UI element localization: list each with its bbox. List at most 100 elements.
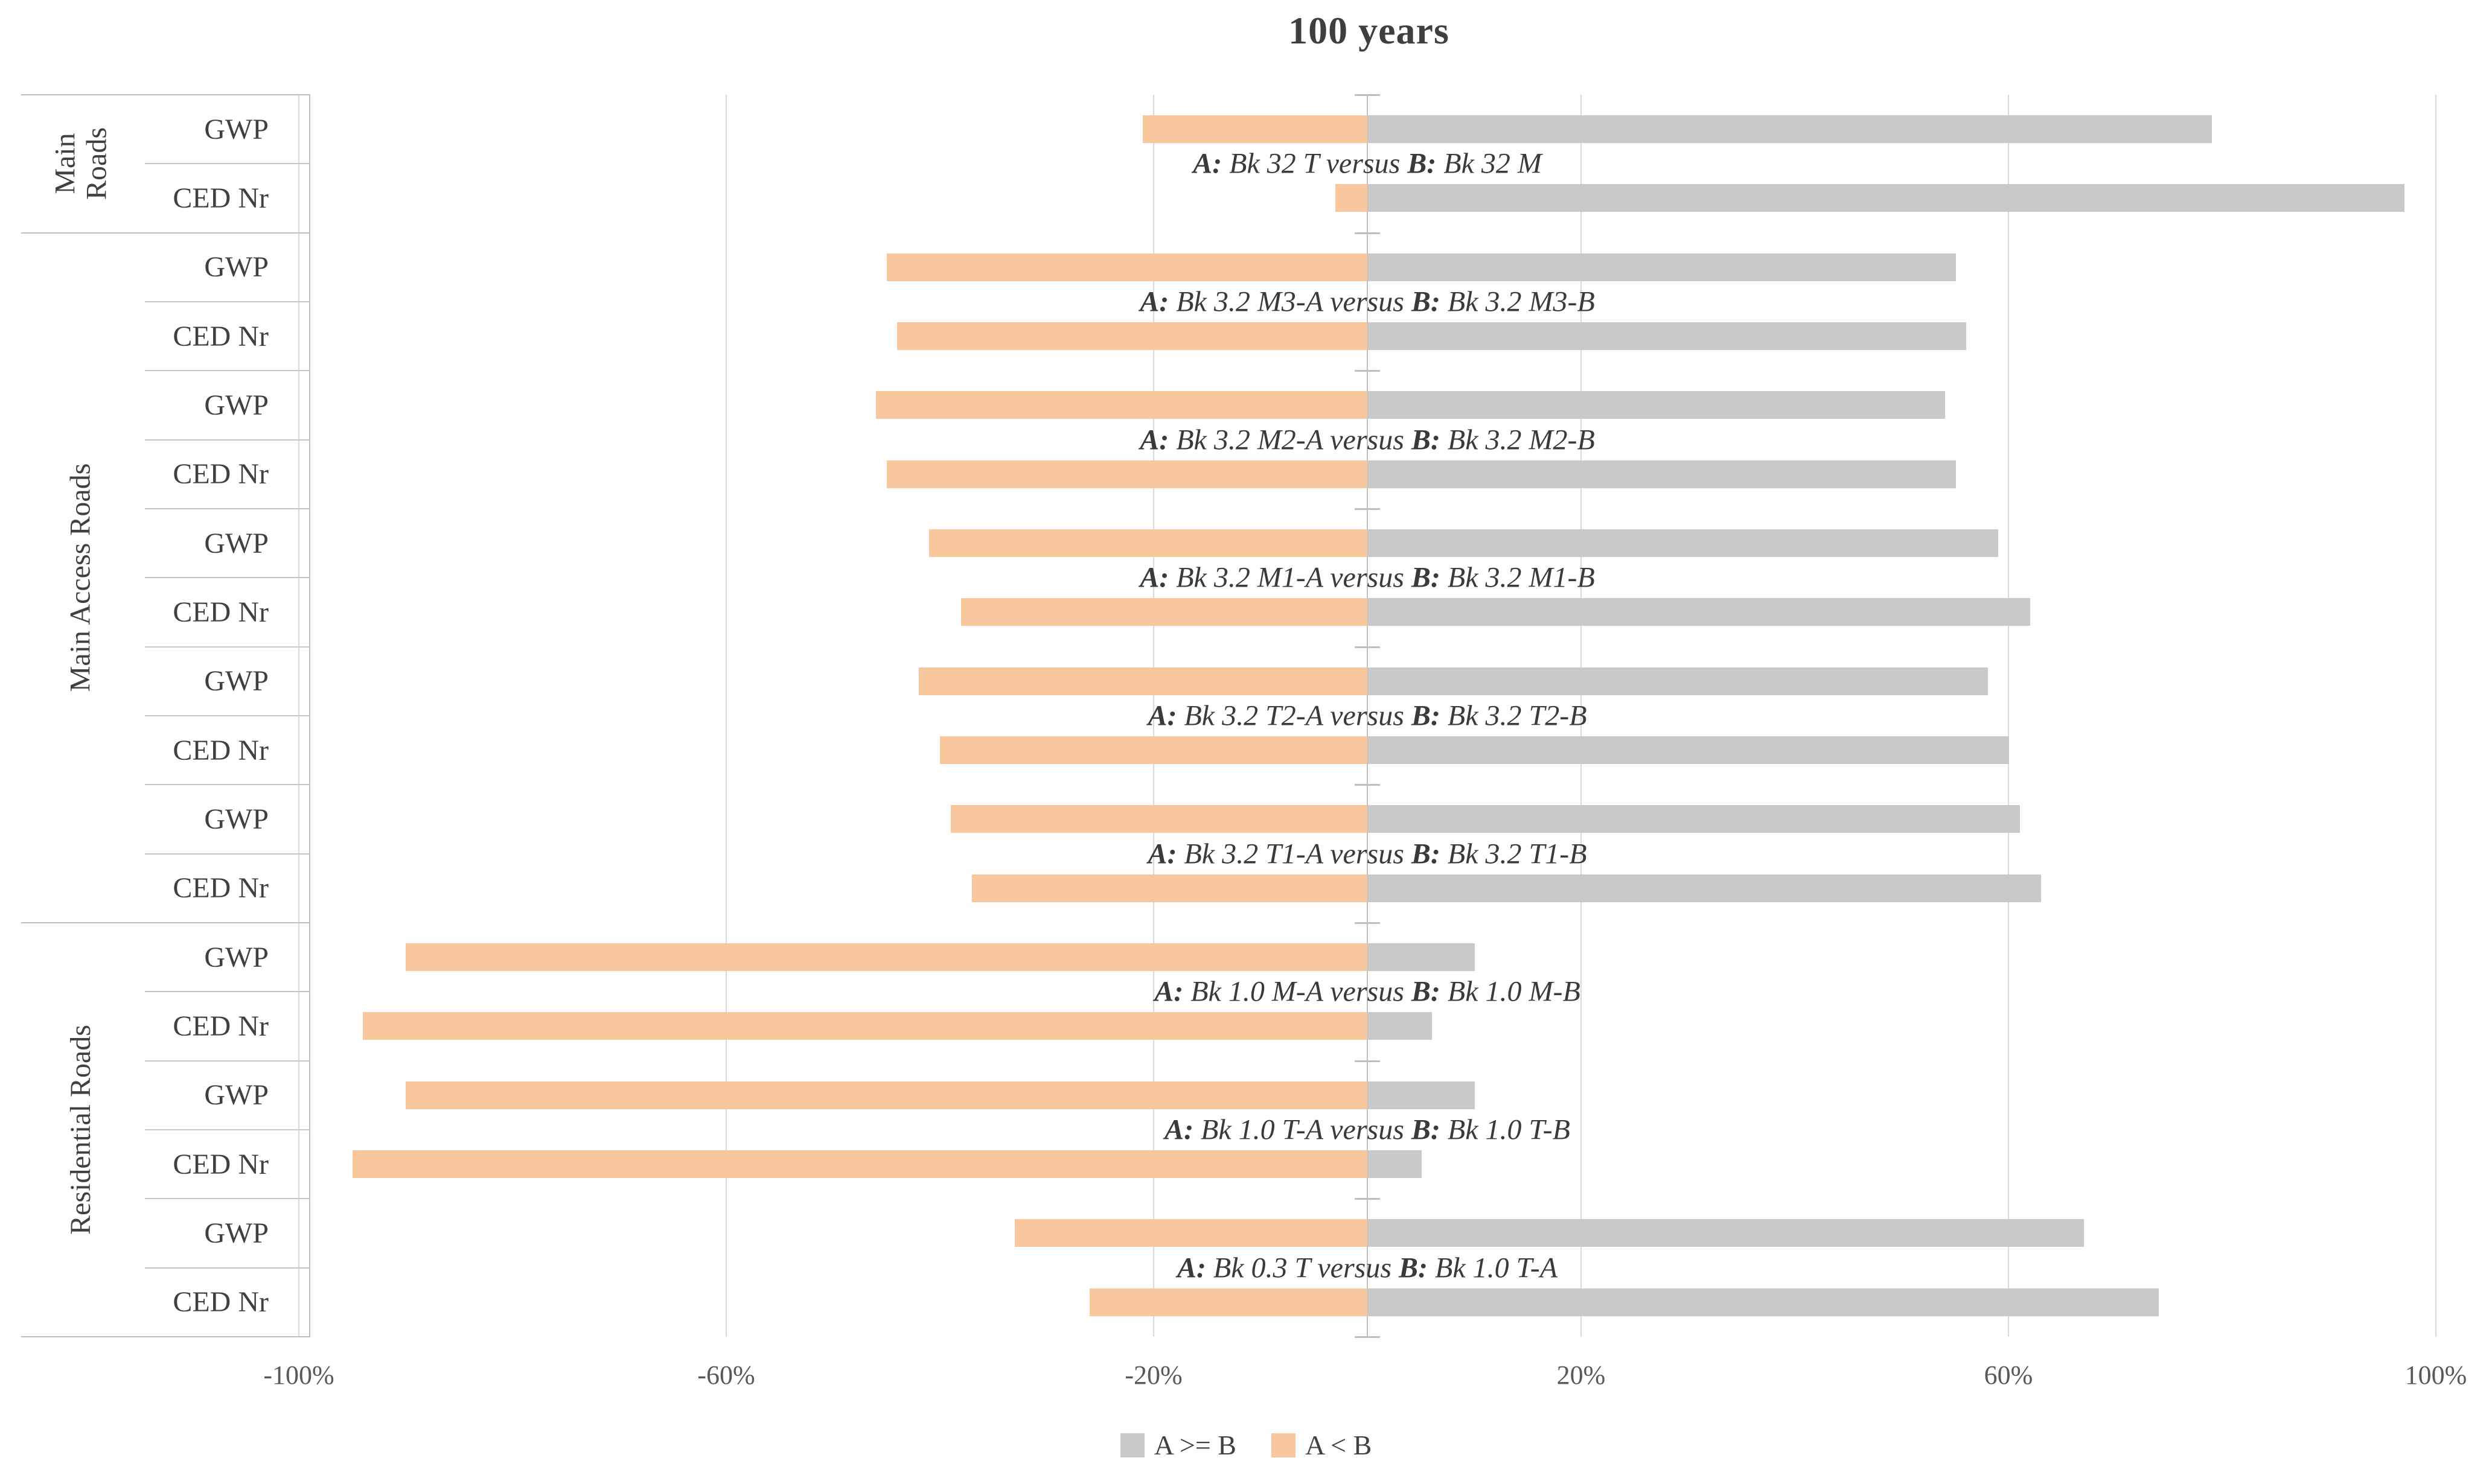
row-label: GWP bbox=[204, 803, 269, 835]
row-separator bbox=[145, 991, 310, 993]
bar-a-lt-b bbox=[1335, 184, 1367, 212]
bar-a-lt-b bbox=[886, 460, 1367, 488]
bar-a-ge-b bbox=[1368, 1012, 1433, 1040]
gridline bbox=[726, 95, 727, 1337]
zero-axis-tick bbox=[1355, 1198, 1380, 1200]
bar-a-ge-b bbox=[1368, 943, 1475, 972]
bar-a-lt-b bbox=[1014, 1219, 1367, 1247]
gridline bbox=[2435, 95, 2436, 1337]
pair-annotation: A: Bk 3.2 M2-A versus B: Bk 3.2 M2-B bbox=[1140, 424, 1595, 456]
gridline bbox=[1153, 95, 1154, 1337]
row-label: GWP bbox=[204, 527, 269, 559]
x-tick-label: -20% bbox=[1125, 1360, 1183, 1390]
row-separator bbox=[145, 439, 310, 441]
bar-a-lt-b bbox=[929, 529, 1367, 558]
legend-label-a-ge-b: A >= B bbox=[1154, 1430, 1236, 1460]
bar-a-ge-b bbox=[1368, 253, 1956, 281]
row-label: CED Nr bbox=[173, 1148, 269, 1180]
x-tick-label: -60% bbox=[697, 1360, 755, 1390]
row-separator bbox=[145, 784, 310, 786]
pair-annotation: A: Bk 3.2 M3-A versus B: Bk 3.2 M3-B bbox=[1140, 285, 1595, 318]
row-label: CED Nr bbox=[173, 458, 269, 491]
row-label: CED Nr bbox=[173, 596, 269, 628]
row-separator bbox=[145, 1198, 310, 1200]
row-label: GWP bbox=[204, 1079, 269, 1112]
pair-annotation: A: Bk 0.3 T versus B: Bk 1.0 T-A bbox=[1177, 1252, 1558, 1284]
bar-a-lt-b bbox=[363, 1012, 1367, 1040]
x-tick-label: 100% bbox=[2404, 1360, 2467, 1390]
legend-swatch-a-lt-b bbox=[1271, 1433, 1296, 1457]
pair-annotation: A: Bk 1.0 M-A versus B: Bk 1.0 M-B bbox=[1154, 975, 1580, 1008]
row-separator bbox=[145, 853, 310, 855]
bar-a-ge-b bbox=[1368, 1081, 1475, 1109]
row-label: CED Nr bbox=[173, 872, 269, 905]
zero-axis-tick bbox=[1355, 922, 1380, 924]
row-label: GWP bbox=[204, 389, 269, 421]
bar-a-ge-b bbox=[1368, 1219, 2084, 1247]
bar-a-lt-b bbox=[972, 874, 1367, 902]
legend-item-a-lt-b: A < B bbox=[1271, 1429, 1372, 1461]
bar-a-ge-b bbox=[1368, 874, 2042, 902]
row-label: GWP bbox=[204, 941, 269, 973]
zero-axis-tick bbox=[1355, 1060, 1380, 1062]
row-separator bbox=[145, 508, 310, 509]
x-tick-label: 60% bbox=[1984, 1360, 2033, 1390]
row-separator bbox=[145, 301, 310, 302]
row-separator bbox=[145, 1060, 310, 1062]
group-boundary-line bbox=[21, 232, 310, 234]
bar-a-lt-b bbox=[352, 1150, 1367, 1179]
gridline bbox=[2008, 95, 2009, 1337]
row-label: GWP bbox=[204, 251, 269, 284]
bar-a-ge-b bbox=[1368, 1150, 1422, 1179]
zero-axis-tick bbox=[1355, 646, 1380, 648]
bar-a-lt-b bbox=[1089, 1288, 1367, 1316]
bar-a-ge-b bbox=[1368, 1288, 2159, 1316]
legend-label-a-lt-b: A < B bbox=[1305, 1430, 1372, 1460]
group-label: Main Roads bbox=[49, 127, 112, 200]
row-label: GWP bbox=[204, 1217, 269, 1249]
pair-annotation: A: Bk 3.2 T1-A versus B: Bk 3.2 T1-B bbox=[1148, 838, 1587, 870]
bar-a-ge-b bbox=[1368, 805, 2020, 833]
pair-annotation: A: Bk 3.2 M1-A versus B: Bk 3.2 M1-B bbox=[1140, 561, 1595, 594]
gridline bbox=[1580, 95, 1582, 1337]
bar-a-ge-b bbox=[1368, 529, 1999, 558]
row-separator bbox=[145, 370, 310, 372]
row-label: CED Nr bbox=[173, 1010, 269, 1042]
bar-a-lt-b bbox=[406, 943, 1367, 972]
row-label: CED Nr bbox=[173, 182, 269, 214]
bar-a-ge-b bbox=[1368, 184, 2404, 212]
chart-title: 100 years bbox=[1288, 9, 1449, 52]
zero-axis-tick bbox=[1355, 94, 1380, 96]
bar-a-ge-b bbox=[1368, 667, 1988, 695]
row-label: GWP bbox=[204, 113, 269, 145]
bar-a-lt-b bbox=[950, 805, 1367, 833]
pair-annotation: A: Bk 32 T versus B: Bk 32 M bbox=[1193, 147, 1542, 180]
row-separator bbox=[145, 163, 310, 165]
bar-a-ge-b bbox=[1368, 460, 1956, 488]
bar-a-lt-b bbox=[406, 1081, 1367, 1109]
bar-a-ge-b bbox=[1368, 598, 2031, 626]
bar-a-lt-b bbox=[940, 736, 1367, 765]
group-label: Residential Roads bbox=[65, 1024, 97, 1235]
group-boundary-line bbox=[21, 94, 310, 95]
row-separator bbox=[145, 646, 310, 648]
group-boundary-line bbox=[21, 1336, 310, 1337]
bar-a-lt-b bbox=[875, 391, 1367, 419]
x-tick-label: 20% bbox=[1556, 1360, 1606, 1390]
row-separator bbox=[145, 715, 310, 716]
zero-axis-tick bbox=[1355, 370, 1380, 372]
bar-a-ge-b bbox=[1368, 322, 1967, 351]
bar-a-ge-b bbox=[1368, 115, 2212, 144]
bar-a-lt-b bbox=[886, 253, 1367, 281]
zero-axis-tick bbox=[1355, 784, 1380, 786]
row-label: CED Nr bbox=[173, 320, 269, 352]
zero-axis-tick bbox=[1355, 1336, 1380, 1338]
zero-axis-tick bbox=[1355, 232, 1380, 234]
row-separator bbox=[145, 577, 310, 579]
zero-axis-tick bbox=[1355, 508, 1380, 510]
pair-annotation: A: Bk 3.2 T2-A versus B: Bk 3.2 T2-B bbox=[1148, 699, 1587, 732]
zero-axis-line bbox=[1367, 95, 1368, 1337]
legend-item-a-ge-b: A >= B bbox=[1120, 1429, 1236, 1461]
